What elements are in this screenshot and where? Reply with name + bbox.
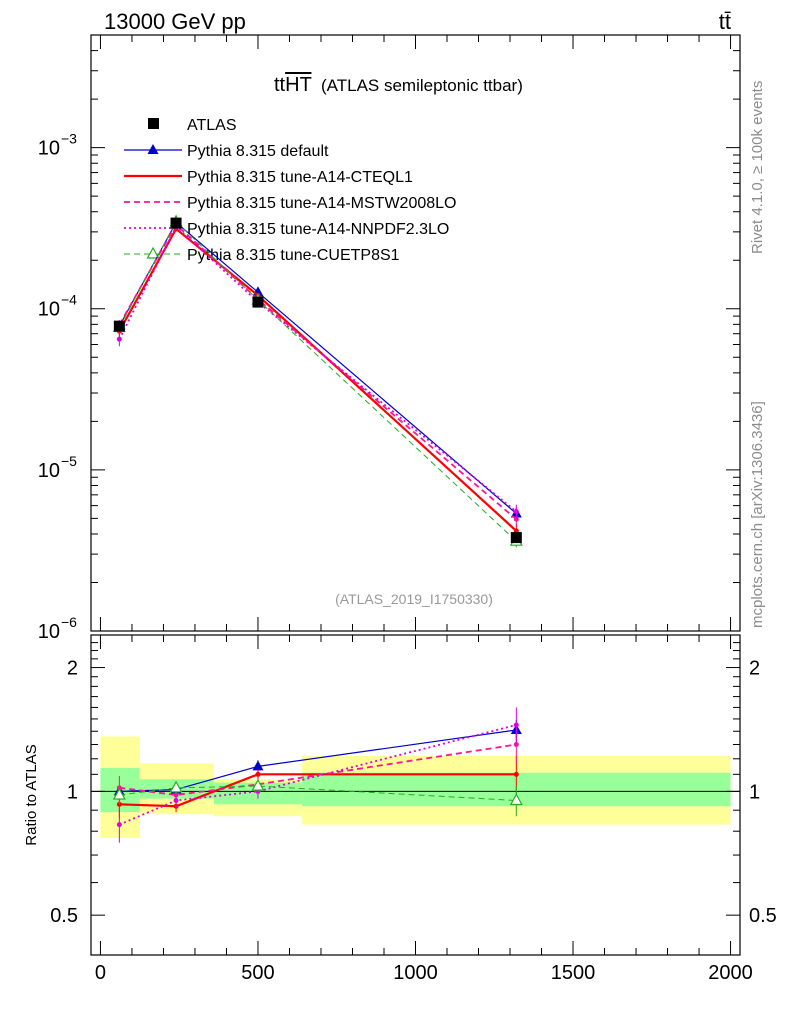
ratio-point — [252, 760, 264, 771]
x-tick-label: 0 — [95, 962, 106, 984]
atlas-data-point — [113, 320, 125, 332]
ratio-series-line — [119, 729, 517, 792]
ratio-point — [173, 798, 179, 804]
series-line — [118, 220, 517, 542]
chart-subtitle: (ATLAS semileptonic ttbar) — [321, 76, 523, 95]
ratio-series-line — [119, 724, 517, 826]
ratio-y-ticks: 0.5 0.5 1 1 2 2 — [50, 634, 777, 956]
title-main: tt — [274, 74, 286, 96]
ratio-point — [251, 778, 265, 791]
legend-marker — [146, 246, 160, 259]
ratio-point — [169, 780, 183, 793]
ratio-point — [255, 771, 261, 777]
series-line — [118, 225, 517, 513]
y-tick-exponent: −5 — [61, 453, 77, 469]
y-tick-exponent: −4 — [61, 292, 77, 308]
analysis-watermark: (ATLAS_2019_I1750330) — [335, 591, 493, 607]
legend-label: ATLAS — [187, 117, 237, 134]
ratio-tick-label-left: 2 — [67, 658, 78, 680]
legend-label: Pythia 8.315 default — [187, 143, 329, 160]
legend-marker — [147, 144, 159, 154]
data-points — [113, 217, 522, 544]
legend-label: Pythia 8.315 tune-A14-MSTW2008LO — [187, 195, 456, 212]
atlas-data-point — [170, 217, 182, 229]
ratio-series-line — [119, 743, 517, 796]
y-tick-exponent: −6 — [61, 614, 77, 630]
ratio-y-label: Ratio to ATLAS — [23, 744, 40, 845]
x-tick-label: 1000 — [393, 962, 438, 984]
ratio-tick-label-left: 1 — [67, 781, 78, 803]
ratio-tick-label-right: 2 — [749, 658, 760, 680]
y-tick-label: 10 — [38, 460, 60, 482]
side-label-rivet: Rivet 4.1.0, ≥ 100k events — [749, 81, 766, 254]
y-tick-label: 10 — [38, 299, 60, 321]
legend-marker-atlas — [148, 118, 159, 129]
ratio-point — [513, 722, 519, 728]
series-point — [513, 509, 519, 515]
main-y-ticks: 10−610−510−410−3 — [38, 34, 740, 643]
legend-label: Pythia 8.315 tune-A14-NNPDF2.3LO — [187, 221, 449, 238]
ratio-series-line — [119, 773, 517, 808]
x-tick-label: 500 — [241, 962, 274, 984]
x-tick-label: 2000 — [708, 962, 753, 984]
header-right: tt̄ — [719, 9, 731, 34]
atlas-data-point — [510, 532, 522, 544]
chart-title: ttHT (ATLAS semileptonic ttbar) — [274, 74, 523, 96]
y-tick-label: 10 — [38, 621, 60, 643]
series-point — [116, 336, 122, 342]
ratio-point — [509, 793, 523, 806]
ratio-tick-label-left: 0.5 — [50, 905, 78, 927]
ratio-point — [112, 787, 126, 800]
atlas-data-point — [252, 296, 264, 308]
ratio-tick-label-right: 0.5 — [749, 905, 777, 927]
title-overlined: HT — [285, 74, 311, 96]
legend-label: Pythia 8.315 tune-A14-CTEQL1 — [187, 169, 413, 186]
ratio-point — [513, 771, 519, 777]
legend: ATLAS Pythia 8.315 default Pythia 8.315 tu… — [124, 117, 456, 264]
x-axis-ticks: 0 500 1000 1500 2000 — [95, 35, 753, 984]
series-line — [118, 223, 517, 520]
ratio-series — [112, 707, 523, 843]
ratio-point — [116, 822, 122, 828]
y-tick-label: 10 — [38, 138, 60, 160]
main-series — [112, 214, 523, 548]
side-label-mcplots: mcplots.cern.ch [arXiv:1306.3436] — [749, 401, 766, 628]
series-line — [118, 221, 517, 514]
y-tick-exponent: −3 — [61, 131, 77, 147]
legend-label: Pythia 8.315 tune-CUETP8S1 — [187, 247, 400, 264]
ratio-tick-label-right: 1 — [749, 781, 760, 803]
x-tick-label: 1500 — [551, 962, 596, 984]
header-left: 13000 GeV pp — [104, 9, 246, 34]
